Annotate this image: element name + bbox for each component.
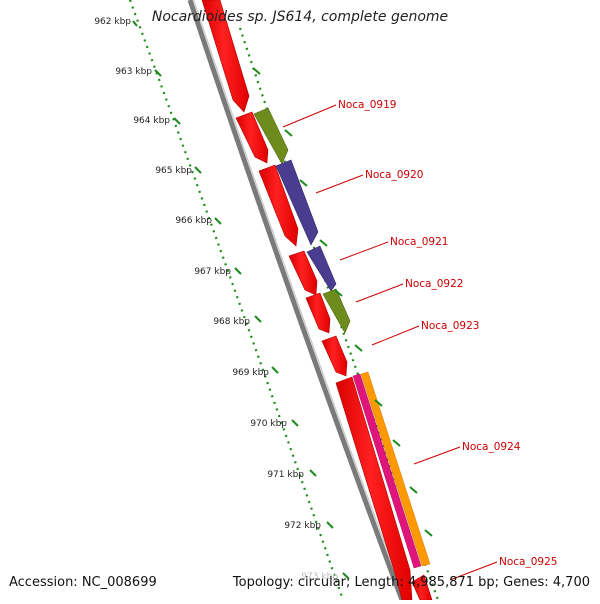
- gene-arrow-top[interactable]: [201, 0, 250, 113]
- accession-text: Accession: NC_008699: [9, 575, 157, 590]
- gene-label-leader: [339, 241, 389, 261]
- feature-pink-noca-0924[interactable]: [352, 373, 422, 569]
- genome-title: Nocardioides sp. JS614, complete genome: [151, 9, 449, 25]
- gene-arrow-noca-0920[interactable]: [258, 164, 299, 247]
- ruler-label: 972 kbp: [284, 521, 321, 531]
- gene-label-leader: [282, 104, 337, 128]
- ruler-major-tick: [154, 69, 162, 77]
- ruler-label: 968 kbp: [213, 317, 250, 327]
- ruler-labels: 962 kbp 963 kbp 964 kbp 965 kbp 966 kbp 967 k…: [94, 17, 338, 582]
- gene-label[interactable]: Noca_0924: [462, 441, 521, 453]
- ruler-major-tick: [342, 572, 350, 580]
- gene-label-leader: [413, 446, 461, 465]
- ruler-major-tick: [214, 217, 222, 225]
- ruler-major-tick: [132, 20, 138, 27]
- ruler-label: 969 kbp: [232, 368, 269, 378]
- gene-arrow-noca-0922[interactable]: [305, 292, 331, 334]
- gene-label[interactable]: Noca_0920: [365, 169, 423, 181]
- outer-ruler-track: [128, 0, 345, 601]
- gene-label[interactable]: Noca_0922: [405, 278, 463, 290]
- gene-label[interactable]: Noca_0925: [499, 556, 557, 568]
- ruler-major-tick: [309, 469, 317, 477]
- inner-ruler-tick: [409, 486, 418, 494]
- ruler-major-tick: [271, 366, 279, 374]
- ruler-major-tick: [326, 521, 334, 529]
- ruler-label: 971 kbp: [267, 470, 304, 480]
- ruler-label: 966 kbp: [175, 216, 212, 226]
- feature-olive-noca-0919[interactable]: [253, 107, 289, 165]
- inner-ruler-tick: [424, 529, 433, 537]
- gene-label-leader: [355, 283, 404, 303]
- gene-label-leader: [449, 561, 498, 581]
- ruler-label: 970 kbp: [250, 419, 287, 429]
- gene-labels: Noca_0919 Noca_0920 Noca_0921 Noca_0922 Noca…: [282, 99, 557, 581]
- ruler-major-tick: [254, 315, 262, 323]
- ruler-major-tick: [291, 419, 299, 427]
- inner-ruler-tick: [354, 344, 363, 352]
- gene-arrow-noca-0923[interactable]: [321, 335, 348, 377]
- ruler-label: 964 kbp: [133, 116, 170, 126]
- gene-arrow-noca-0921[interactable]: [288, 250, 318, 296]
- feature-orange-noca-0924[interactable]: [360, 371, 431, 567]
- ruler-major-tick: [234, 267, 242, 275]
- gene-label-leader: [371, 325, 420, 346]
- ruler-ticks: [132, 20, 433, 580]
- inner-ruler-tick: [334, 289, 343, 297]
- ruler-label: 967 kbp: [194, 267, 231, 277]
- inner-ruler-tick: [319, 239, 328, 247]
- inner-ruler-tick: [252, 67, 261, 75]
- inner-ruler-tick: [374, 399, 383, 407]
- gene-label[interactable]: Noca_0921: [390, 236, 448, 248]
- inner-ruler-tick: [284, 129, 293, 137]
- ruler-major-tick: [173, 117, 181, 125]
- inner-ruler-tick: [392, 439, 401, 447]
- gene-arrow-noca-0919[interactable]: [235, 111, 269, 164]
- ruler-label: 973 kbp: [301, 572, 338, 582]
- ruler-major-tick: [194, 166, 202, 174]
- genome-summary-text: Topology: circular; Length: 4,985,871 bp…: [232, 575, 590, 590]
- gene-label[interactable]: Noca_0919: [338, 99, 396, 111]
- backbone-highlight: [193, 0, 406, 599]
- feature-olive-noca-0922[interactable]: [322, 288, 351, 334]
- gene-label-leader: [315, 174, 364, 194]
- feature-purple-noca-0921[interactable]: [306, 245, 337, 292]
- ruler-label: 962 kbp: [94, 17, 131, 27]
- inner-ruler-tick: [299, 179, 308, 187]
- ruler-label: 963 kbp: [115, 67, 152, 77]
- genome-backbone: [187, 0, 405, 601]
- feature-purple-noca-0920[interactable]: [275, 159, 319, 246]
- ruler-label: 965 kbp: [155, 166, 192, 176]
- gene-label[interactable]: Noca_0923: [421, 320, 479, 332]
